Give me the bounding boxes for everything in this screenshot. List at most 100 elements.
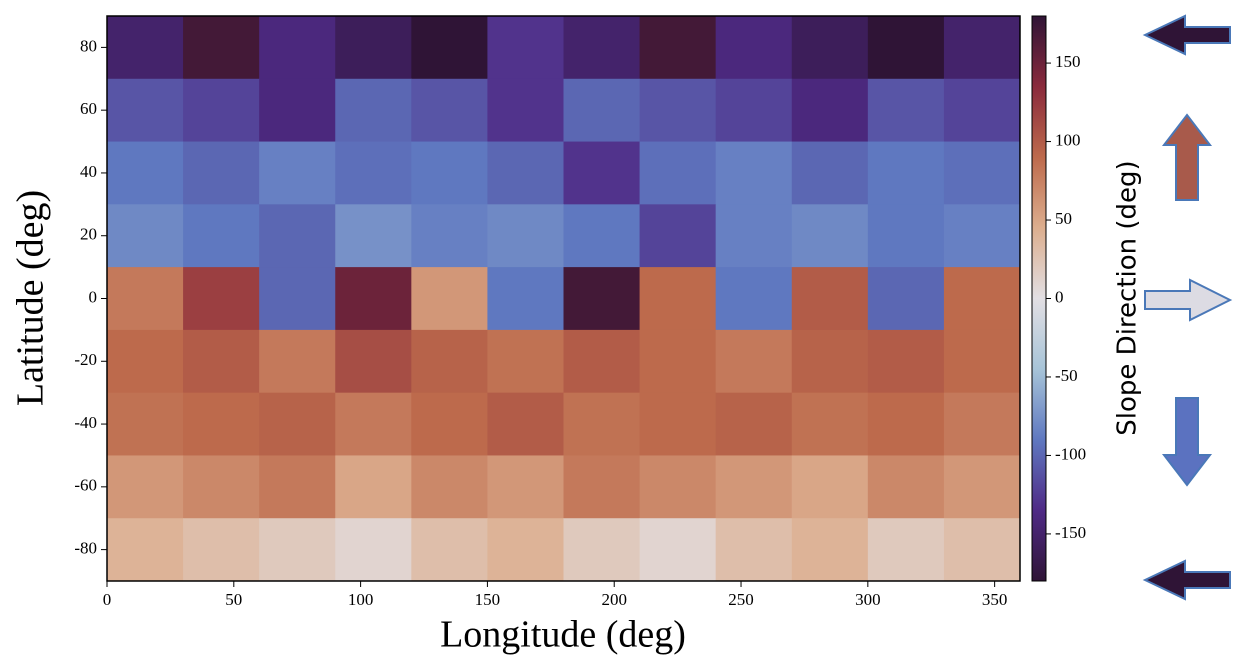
heatmap-cell	[640, 393, 717, 456]
heatmap-cell	[640, 204, 717, 267]
heatmap-cell	[335, 393, 412, 456]
heatmap-cell	[792, 204, 869, 267]
heatmap-cell	[716, 455, 793, 518]
heatmap-cell	[183, 518, 260, 581]
x-tick-label: 350	[982, 590, 1008, 609]
heatmap-cell	[487, 455, 564, 518]
heatmap-cell	[716, 16, 793, 79]
heatmap-cell	[107, 330, 184, 393]
heatmap-cell	[259, 142, 336, 205]
colorbar	[1032, 16, 1046, 581]
y-tick-label: 80	[80, 36, 97, 55]
heatmap-cell	[944, 330, 1021, 393]
heatmap-cell	[335, 79, 412, 142]
x-axis-label: Longitude (deg)	[440, 614, 686, 656]
heatmap-cell	[716, 267, 793, 330]
heatmap-cell	[335, 16, 412, 79]
heatmap-cell	[792, 518, 869, 581]
heatmap-cell	[335, 518, 412, 581]
heatmap-cell	[411, 518, 488, 581]
colorbar-tick-label: -150	[1055, 523, 1086, 542]
heatmap-cell	[107, 79, 184, 142]
heatmap-cell	[716, 204, 793, 267]
heatmap-cell	[716, 393, 793, 456]
heatmap-cell	[487, 79, 564, 142]
heatmap-cell	[183, 455, 260, 518]
x-tick-label: 200	[601, 590, 627, 609]
heatmap-cell	[487, 204, 564, 267]
colorbar-tick-label: 0	[1055, 287, 1064, 306]
heatmap-cell	[792, 267, 869, 330]
colorbar-tick-label: 150	[1055, 52, 1081, 71]
heatmap-cell	[107, 267, 184, 330]
heatmap-cell	[411, 455, 488, 518]
heatmap-cell	[107, 518, 184, 581]
heatmap-cell	[335, 330, 412, 393]
heatmap-cell	[183, 16, 260, 79]
heatmap-cell	[716, 79, 793, 142]
heatmap-cell	[716, 330, 793, 393]
arrow-down	[1164, 398, 1210, 485]
heatmap-cell	[107, 393, 184, 456]
heatmap-cell	[335, 204, 412, 267]
heatmap-cell	[564, 267, 641, 330]
y-tick-label: -40	[74, 413, 97, 432]
arrow-left	[1145, 561, 1230, 599]
heatmap-cell	[944, 204, 1021, 267]
heatmap-cell	[944, 518, 1021, 581]
heatmap-cell	[640, 518, 717, 581]
heatmap-cell	[868, 204, 945, 267]
heatmap-cell	[868, 393, 945, 456]
heatmap-cell	[411, 204, 488, 267]
chart: Longitude (deg) Latitude (deg) Slope Dir…	[0, 0, 1233, 667]
heatmap-cell	[716, 518, 793, 581]
heatmap-cell	[944, 79, 1021, 142]
colorbar-tick-label: 50	[1055, 209, 1072, 228]
y-tick-label: 20	[80, 225, 97, 244]
heatmap-cell	[868, 267, 945, 330]
heatmap-cell	[259, 393, 336, 456]
direction-arrows	[1145, 16, 1230, 599]
heatmap-cell	[259, 518, 336, 581]
x-tick-label: 0	[103, 590, 112, 609]
y-tick-label: -80	[74, 539, 97, 558]
x-tick-label: 150	[475, 590, 501, 609]
heatmap-cell	[868, 455, 945, 518]
heatmap-cell	[564, 204, 641, 267]
heatmap-cell	[183, 204, 260, 267]
heatmap-cell	[411, 79, 488, 142]
heatmap-cell	[944, 267, 1021, 330]
heatmap-cell	[868, 142, 945, 205]
heatmap-cell	[944, 142, 1021, 205]
heatmap-cell	[640, 79, 717, 142]
heatmap-cell	[259, 330, 336, 393]
heatmap-cell	[259, 455, 336, 518]
x-tick-label: 100	[348, 590, 374, 609]
heatmap-cell	[107, 455, 184, 518]
heatmap-cell	[792, 330, 869, 393]
heatmap-cell	[107, 204, 184, 267]
heatmap-cell	[868, 16, 945, 79]
heatmap-cell	[792, 393, 869, 456]
heatmap-cell	[944, 393, 1021, 456]
heatmap-cell	[792, 16, 869, 79]
heatmap-cell	[487, 330, 564, 393]
heatmap-cell	[944, 16, 1021, 79]
heatmap-cell	[259, 267, 336, 330]
heatmap-cell	[183, 267, 260, 330]
heatmap-cell	[564, 16, 641, 79]
y-tick-label: 40	[80, 162, 97, 181]
heatmap-cell	[183, 393, 260, 456]
heatmap-cell	[792, 79, 869, 142]
heatmap-cell	[868, 518, 945, 581]
heatmap-cell	[564, 79, 641, 142]
heatmap-cell	[868, 79, 945, 142]
y-tick-label: -20	[74, 350, 97, 369]
y-tick-label: -60	[74, 476, 97, 495]
y-tick-label: 0	[89, 287, 98, 306]
heatmap-cell	[335, 455, 412, 518]
heatmap-cell	[640, 142, 717, 205]
colorbar-tick-label: 100	[1055, 130, 1081, 149]
colorbar-tick-label: -50	[1055, 366, 1078, 385]
heatmap-cell	[107, 142, 184, 205]
